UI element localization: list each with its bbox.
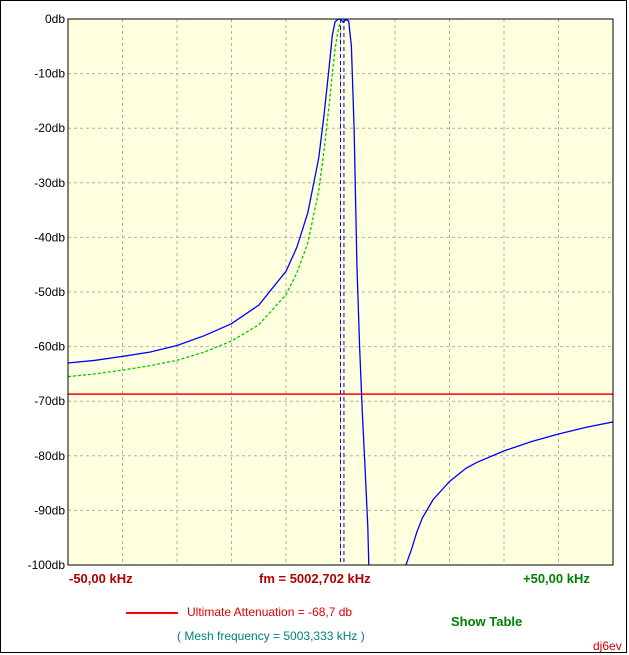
x-axis-max-label: +50,00 kHz — [523, 571, 590, 586]
ultimate-attenuation-legend-line — [126, 612, 178, 614]
show-table-button[interactable]: Show Table — [451, 614, 523, 629]
x-axis-min-label: -50,00 kHz — [69, 571, 133, 586]
frequency-response-chart: 0db -10db -20db -30db -40db -50db -60db -70db -8… — [28, 12, 614, 571]
y-tick-label: -40db — [34, 230, 65, 244]
filter-response-curve-2 — [405, 421, 613, 565]
author-signature: dj6ev — [593, 639, 622, 653]
filter-response-curve-1 — [68, 19, 370, 565]
y-tick-label: -80db — [34, 449, 65, 463]
mesh-frequency-label: ( Mesh frequency = 5003,333 kHz ) — [177, 629, 365, 643]
y-tick-label: 0db — [45, 12, 65, 26]
mesh-response-curve — [68, 21, 342, 378]
plot-border — [67, 18, 614, 566]
ultimate-attenuation-label: Ultimate Attenuation = -68,7 db — [187, 605, 353, 619]
y-tick-label: -70db — [34, 394, 65, 408]
y-tick-label: -100db — [28, 558, 66, 571]
y-tick-label: -50db — [34, 285, 65, 299]
y-tick-label: -60db — [34, 340, 65, 354]
y-tick-label: -10db — [34, 67, 65, 81]
center-frequency-label: fm = 5002,702 kHz — [259, 571, 371, 586]
y-tick-label: -90db — [34, 503, 65, 517]
y-tick-label: -20db — [34, 121, 65, 135]
y-tick-label: -30db — [34, 176, 65, 190]
